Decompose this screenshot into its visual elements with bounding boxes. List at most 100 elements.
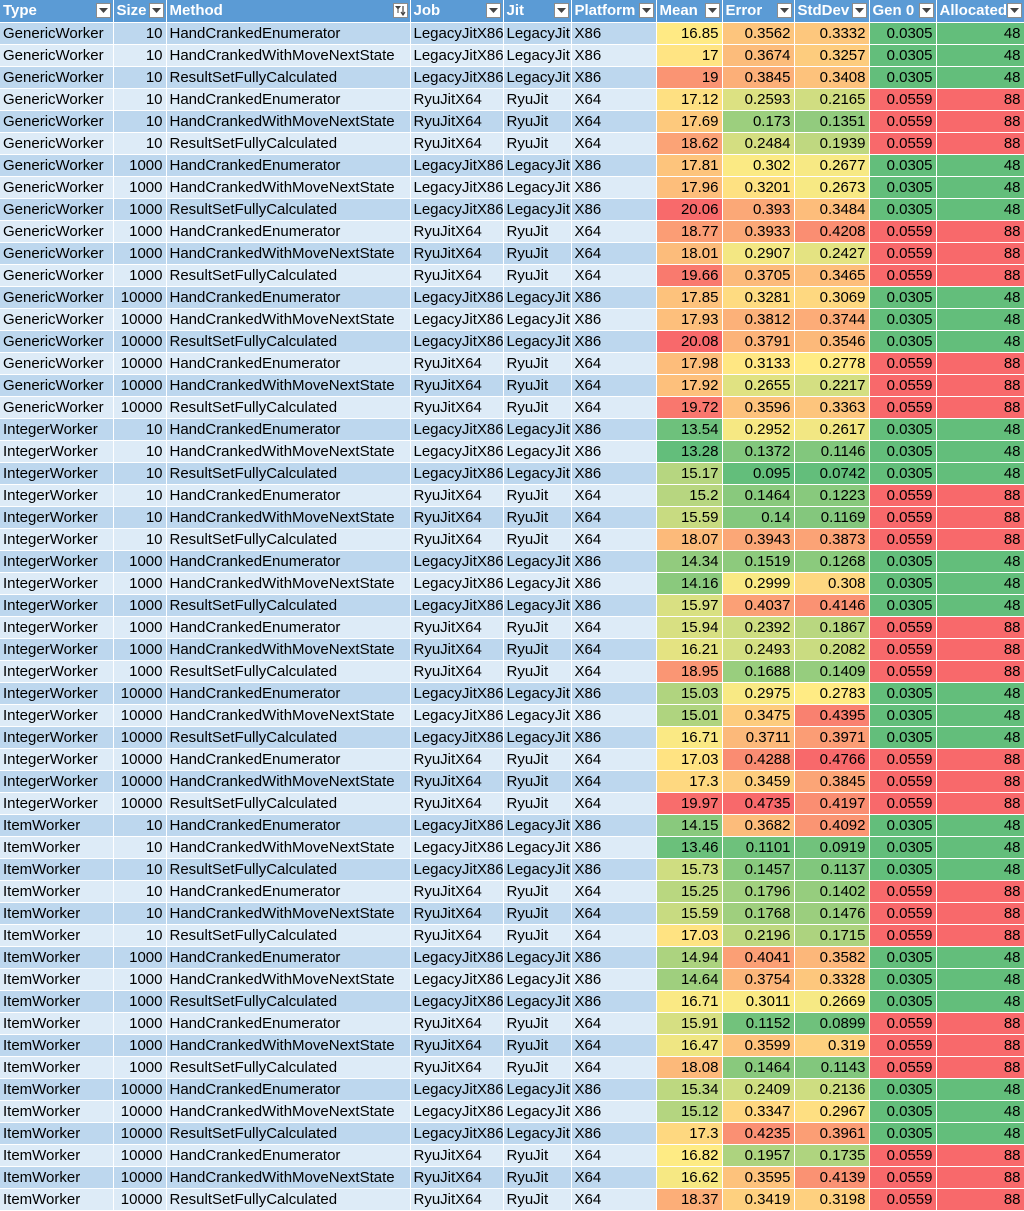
cell-error[interactable]: 0.302 xyxy=(722,154,795,177)
cell-jit[interactable]: RyuJit xyxy=(503,638,572,661)
cell-size[interactable]: 1000 xyxy=(113,968,167,991)
cell-size[interactable]: 10 xyxy=(113,814,167,837)
cell-method[interactable]: ResultSetFullyCalculated xyxy=(166,1122,411,1145)
cell-error[interactable]: 0.2484 xyxy=(722,132,795,155)
cell-stddev[interactable]: 0.2617 xyxy=(794,418,870,441)
cell-method[interactable]: ResultSetFullyCalculated xyxy=(166,990,411,1013)
cell-error[interactable]: 0.3475 xyxy=(722,704,795,727)
cell-error[interactable]: 0.1957 xyxy=(722,1144,795,1167)
cell-jit[interactable]: RyuJit xyxy=(503,352,572,375)
cell-job[interactable]: RyuJitX64 xyxy=(410,132,504,155)
cell-job[interactable]: LegacyJitX86 xyxy=(410,66,504,89)
cell-job[interactable]: LegacyJitX86 xyxy=(410,550,504,573)
cell-type[interactable]: IntegerWorker xyxy=(0,748,114,771)
cell-error[interactable]: 0.1101 xyxy=(722,836,795,859)
cell-job[interactable]: RyuJitX64 xyxy=(410,792,504,815)
cell-type[interactable]: ItemWorker xyxy=(0,858,114,881)
cell-type[interactable]: ItemWorker xyxy=(0,1100,114,1123)
cell-error[interactable]: 0.14 xyxy=(722,506,795,529)
cell-jit[interactable]: RyuJit xyxy=(503,1034,572,1057)
cell-method[interactable]: ResultSetFullyCalculated xyxy=(166,396,411,419)
cell-allocated[interactable]: 88 xyxy=(936,748,1024,771)
cell-method[interactable]: HandCrankedEnumerator xyxy=(166,220,411,243)
cell-job[interactable]: LegacyJitX86 xyxy=(410,462,504,485)
cell-job[interactable]: RyuJitX64 xyxy=(410,396,504,419)
cell-platform[interactable]: X86 xyxy=(571,198,657,221)
cell-method[interactable]: HandCrankedWithMoveNextState xyxy=(166,506,411,529)
cell-stddev[interactable]: 0.2082 xyxy=(794,638,870,661)
cell-type[interactable]: ItemWorker xyxy=(0,1034,114,1057)
cell-gen0[interactable]: 0.0305 xyxy=(869,836,937,859)
cell-stddev[interactable]: 0.0919 xyxy=(794,836,870,859)
cell-gen0[interactable]: 0.0305 xyxy=(869,814,937,837)
cell-method[interactable]: HandCrankedEnumerator xyxy=(166,22,411,45)
cell-error[interactable]: 0.1768 xyxy=(722,902,795,925)
cell-method[interactable]: HandCrankedEnumerator xyxy=(166,1144,411,1167)
cell-error[interactable]: 0.2907 xyxy=(722,242,795,265)
cell-size[interactable]: 10000 xyxy=(113,352,167,375)
cell-stddev[interactable]: 0.2165 xyxy=(794,88,870,111)
cell-job[interactable]: LegacyJitX86 xyxy=(410,154,504,177)
cell-error[interactable]: 0.4288 xyxy=(722,748,795,771)
cell-gen0[interactable]: 0.0559 xyxy=(869,132,937,155)
cell-allocated[interactable]: 48 xyxy=(936,22,1024,45)
cell-size[interactable]: 10 xyxy=(113,66,167,89)
cell-type[interactable]: GenericWorker xyxy=(0,132,114,155)
cell-stddev[interactable]: 0.2427 xyxy=(794,242,870,265)
cell-mean[interactable]: 17.93 xyxy=(656,308,723,331)
cell-type[interactable]: IntegerWorker xyxy=(0,792,114,815)
cell-allocated[interactable]: 88 xyxy=(936,528,1024,551)
cell-job[interactable]: LegacyJitX86 xyxy=(410,418,504,441)
cell-platform[interactable]: X64 xyxy=(571,1188,657,1211)
cell-method[interactable]: HandCrankedEnumerator xyxy=(166,748,411,771)
cell-platform[interactable]: X86 xyxy=(571,682,657,705)
cell-platform[interactable]: X64 xyxy=(571,132,657,155)
cell-stddev[interactable]: 0.1867 xyxy=(794,616,870,639)
cell-platform[interactable]: X86 xyxy=(571,814,657,837)
cell-platform[interactable]: X86 xyxy=(571,1122,657,1145)
cell-error[interactable]: 0.1464 xyxy=(722,484,795,507)
cell-gen0[interactable]: 0.0305 xyxy=(869,330,937,353)
cell-allocated[interactable]: 88 xyxy=(936,902,1024,925)
cell-jit[interactable]: LegacyJit xyxy=(503,594,572,617)
cell-allocated[interactable]: 48 xyxy=(936,440,1024,463)
cell-error[interactable]: 0.3419 xyxy=(722,1188,795,1211)
cell-size[interactable]: 10000 xyxy=(113,1188,167,1211)
cell-error[interactable]: 0.2196 xyxy=(722,924,795,947)
cell-type[interactable]: IntegerWorker xyxy=(0,440,114,463)
cell-platform[interactable]: X64 xyxy=(571,374,657,397)
cell-mean[interactable]: 18.37 xyxy=(656,1188,723,1211)
cell-mean[interactable]: 15.17 xyxy=(656,462,723,485)
cell-mean[interactable]: 18.62 xyxy=(656,132,723,155)
cell-jit[interactable]: LegacyJit xyxy=(503,462,572,485)
cell-jit[interactable]: RyuJit xyxy=(503,902,572,925)
cell-mean[interactable]: 17.85 xyxy=(656,286,723,309)
cell-allocated[interactable]: 48 xyxy=(936,572,1024,595)
cell-gen0[interactable]: 0.0305 xyxy=(869,726,937,749)
cell-jit[interactable]: LegacyJit xyxy=(503,1122,572,1145)
cell-platform[interactable]: X86 xyxy=(571,1100,657,1123)
cell-error[interactable]: 0.4235 xyxy=(722,1122,795,1145)
cell-jit[interactable]: LegacyJit xyxy=(503,990,572,1013)
cell-type[interactable]: ItemWorker xyxy=(0,1144,114,1167)
cell-allocated[interactable]: 48 xyxy=(936,308,1024,331)
cell-size[interactable]: 10 xyxy=(113,462,167,485)
cell-method[interactable]: HandCrankedWithMoveNextState xyxy=(166,1166,411,1189)
cell-platform[interactable]: X86 xyxy=(571,990,657,1013)
cell-allocated[interactable]: 88 xyxy=(936,374,1024,397)
cell-error[interactable]: 0.4041 xyxy=(722,946,795,969)
cell-job[interactable]: RyuJitX64 xyxy=(410,88,504,111)
cell-method[interactable]: ResultSetFullyCalculated xyxy=(166,462,411,485)
cell-job[interactable]: RyuJitX64 xyxy=(410,1188,504,1211)
cell-allocated[interactable]: 88 xyxy=(936,110,1024,133)
cell-size[interactable]: 10000 xyxy=(113,396,167,419)
dropdown-arrow-icon[interactable] xyxy=(638,3,654,18)
cell-mean[interactable]: 18.01 xyxy=(656,242,723,265)
cell-type[interactable]: IntegerWorker xyxy=(0,594,114,617)
dropdown-arrow-icon[interactable] xyxy=(95,3,111,18)
cell-gen0[interactable]: 0.0305 xyxy=(869,594,937,617)
cell-method[interactable]: ResultSetFullyCalculated xyxy=(166,858,411,881)
cell-stddev[interactable]: 0.1351 xyxy=(794,110,870,133)
cell-jit[interactable]: LegacyJit xyxy=(503,1100,572,1123)
cell-gen0[interactable]: 0.0559 xyxy=(869,1012,937,1035)
